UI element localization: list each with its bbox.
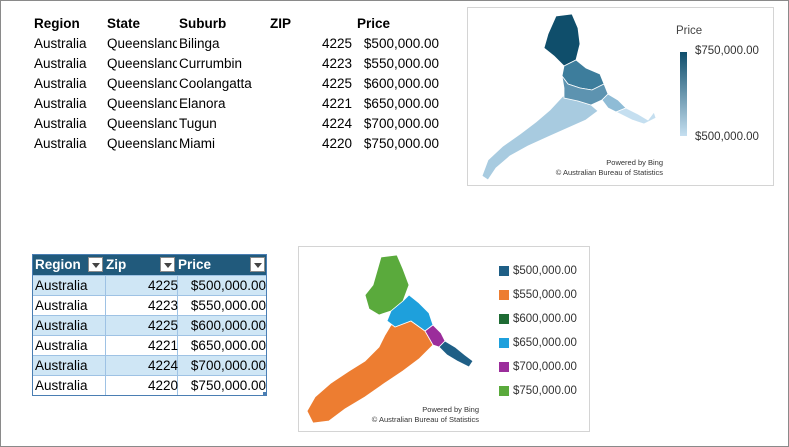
header-state[interactable]: State bbox=[107, 16, 141, 31]
cell-state[interactable]: Queensland bbox=[107, 116, 177, 131]
legend-label: $500,000.00 bbox=[513, 265, 577, 277]
header-price[interactable]: Price bbox=[357, 16, 391, 31]
legend-label: $550,000.00 bbox=[513, 289, 577, 301]
cell-price[interactable]: $550,000.00 bbox=[363, 56, 439, 71]
cell-price[interactable]: $600,000.00 bbox=[190, 318, 266, 333]
cell-zip[interactable]: 4225 bbox=[147, 318, 178, 333]
cell-state[interactable]: Queensland bbox=[107, 36, 177, 51]
map-credit-bing: Powered by Bing bbox=[606, 158, 663, 167]
legend-swatch bbox=[499, 266, 509, 276]
cell-region[interactable]: Australia bbox=[35, 298, 88, 313]
cell-state[interactable]: Queensland bbox=[107, 96, 177, 111]
header-zip[interactable]: ZIP bbox=[270, 16, 292, 31]
region-green bbox=[364, 254, 410, 316]
cell-zip[interactable]: 4221 bbox=[147, 338, 178, 353]
legend-title: Price bbox=[676, 25, 703, 37]
legend-label: $650,000.00 bbox=[513, 337, 577, 349]
legend-swatch bbox=[499, 290, 509, 300]
header-suburb[interactable]: Suburb bbox=[179, 16, 227, 31]
legend-swatch bbox=[499, 362, 509, 372]
cell-price[interactable]: $700,000.00 bbox=[363, 116, 439, 131]
table-row: Australia 4221 $650,000.00 bbox=[33, 335, 266, 355]
cell-price[interactable]: $750,000.00 bbox=[363, 136, 439, 151]
cell-suburb[interactable]: Elanora bbox=[179, 96, 226, 111]
table-row: Australia 4225 $500,000.00 bbox=[33, 275, 266, 295]
filter-dropdown-icon[interactable] bbox=[88, 257, 103, 272]
region-navy bbox=[438, 340, 474, 368]
table-resize-handle[interactable] bbox=[263, 392, 267, 396]
cell-zip[interactable]: 4224 bbox=[321, 116, 352, 131]
table-row: Australia 4220 $750,000.00 bbox=[33, 375, 266, 395]
formatted-excel-table[interactable]: Region Zip Price Australia 4225 $500,000… bbox=[32, 254, 267, 396]
cell-price[interactable]: $600,000.00 bbox=[363, 76, 439, 91]
cell-suburb[interactable]: Bilinga bbox=[179, 36, 220, 51]
region-large-south bbox=[481, 95, 599, 181]
legend-max-label: $750,000.00 bbox=[695, 45, 759, 57]
map-regions bbox=[306, 254, 474, 424]
header-price[interactable]: Price bbox=[178, 257, 212, 272]
cell-zip[interactable]: 4225 bbox=[321, 36, 352, 51]
cell-price[interactable]: $650,000.00 bbox=[190, 338, 266, 353]
region-north-dark bbox=[543, 13, 581, 67]
cell-state[interactable]: Queensland bbox=[107, 76, 177, 91]
cell-price[interactable]: $700,000.00 bbox=[190, 358, 266, 373]
map-credit-abs: © Australian Bureau of Statistics bbox=[371, 415, 479, 424]
cell-zip[interactable]: 4225 bbox=[321, 76, 352, 91]
cell-zip[interactable]: 4225 bbox=[147, 278, 178, 293]
cell-price[interactable]: $650,000.00 bbox=[363, 96, 439, 111]
map-regions bbox=[481, 13, 657, 181]
cell-region[interactable]: Australia bbox=[34, 136, 87, 151]
cell-zip[interactable]: 4221 bbox=[321, 96, 352, 111]
cell-zip[interactable]: 4224 bbox=[147, 358, 178, 373]
cell-zip[interactable]: 4223 bbox=[321, 56, 352, 71]
legend-swatch bbox=[499, 314, 509, 324]
header-region[interactable]: Region bbox=[35, 257, 81, 272]
color-scale-bar bbox=[680, 52, 687, 136]
legend-swatch bbox=[499, 338, 509, 348]
cell-region[interactable]: Australia bbox=[35, 278, 88, 293]
filter-dropdown-icon[interactable] bbox=[250, 257, 265, 272]
cell-suburb[interactable]: Coolangatta bbox=[179, 76, 252, 91]
cell-suburb[interactable]: Currumbin bbox=[179, 56, 243, 71]
cell-state[interactable]: Queensland bbox=[107, 136, 177, 151]
cell-state[interactable]: Queensland bbox=[107, 56, 177, 71]
legend-min-label: $500,000.00 bbox=[695, 131, 759, 143]
cell-zip[interactable]: 4223 bbox=[147, 298, 178, 313]
cell-region[interactable]: Australia bbox=[34, 36, 87, 51]
cell-price[interactable]: $500,000.00 bbox=[190, 278, 266, 293]
cell-region[interactable]: Australia bbox=[35, 378, 88, 393]
cell-suburb[interactable]: Tugun bbox=[179, 116, 217, 131]
header-region[interactable]: Region bbox=[34, 16, 80, 31]
cell-price[interactable]: $500,000.00 bbox=[363, 36, 439, 51]
filter-dropdown-icon[interactable] bbox=[160, 257, 175, 272]
cell-region[interactable]: Australia bbox=[34, 116, 87, 131]
legend-label: $600,000.00 bbox=[513, 313, 577, 325]
cell-price[interactable]: $550,000.00 bbox=[190, 298, 266, 313]
cell-price[interactable]: $750,000.00 bbox=[190, 378, 266, 393]
table-row: Australia 4225 $600,000.00 bbox=[33, 315, 266, 335]
cell-region[interactable]: Australia bbox=[35, 338, 88, 353]
map-credit-abs: © Australian Bureau of Statistics bbox=[555, 168, 663, 177]
cell-zip[interactable]: 4220 bbox=[147, 378, 178, 393]
table-row: Australia 4223 $550,000.00 bbox=[33, 295, 266, 315]
filled-map-chart-categorical[interactable]: $500,000.00 $550,000.00 $600,000.00 $650… bbox=[298, 246, 590, 432]
cell-region[interactable]: Australia bbox=[35, 358, 88, 373]
legend-label: $700,000.00 bbox=[513, 361, 577, 373]
cell-zip[interactable]: 4220 bbox=[321, 136, 352, 151]
cell-suburb[interactable]: Miami bbox=[179, 136, 215, 151]
region-orange bbox=[306, 320, 434, 424]
filled-map-chart-gradient[interactable]: Price $750,000.00 $500,000.00 Powered by… bbox=[467, 7, 774, 186]
cell-region[interactable]: Australia bbox=[34, 76, 87, 91]
table-header-row: Region Zip Price bbox=[33, 255, 266, 275]
region-south-pale bbox=[615, 107, 657, 125]
cell-region[interactable]: Australia bbox=[34, 96, 87, 111]
legend-swatch bbox=[499, 386, 509, 396]
table-row: Australia 4224 $700,000.00 bbox=[33, 355, 266, 375]
header-zip[interactable]: Zip bbox=[106, 257, 127, 272]
cell-region[interactable]: Australia bbox=[35, 318, 88, 333]
cell-region[interactable]: Australia bbox=[34, 56, 87, 71]
map-credit-bing: Powered by Bing bbox=[422, 405, 479, 414]
legend-label: $750,000.00 bbox=[513, 385, 577, 397]
